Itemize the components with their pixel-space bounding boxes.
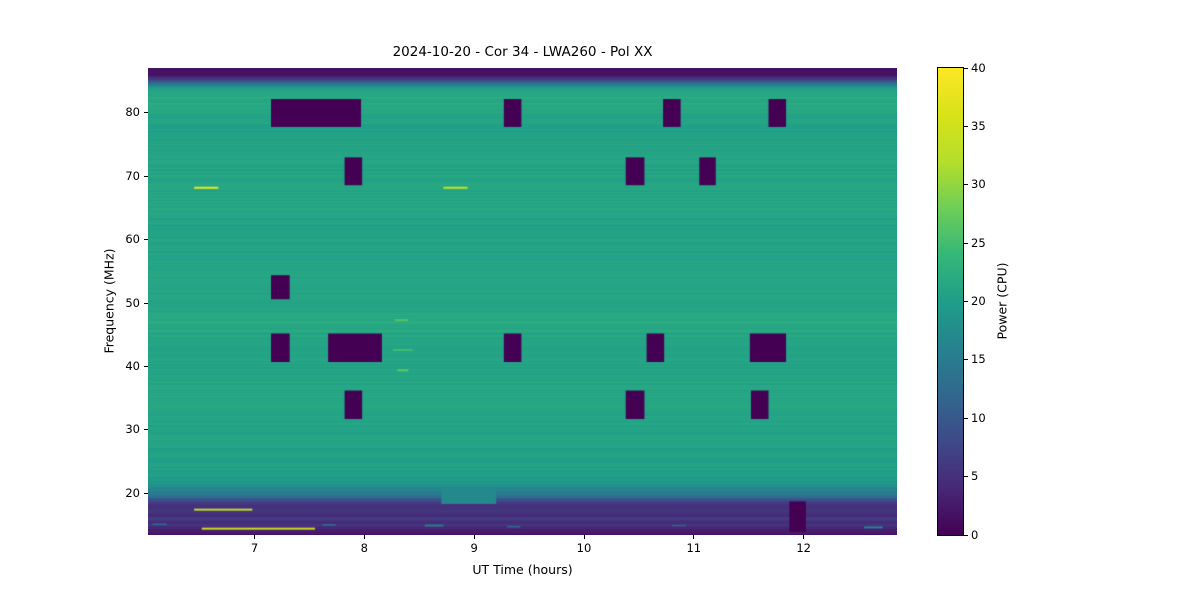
x-tick-mark: [254, 535, 256, 539]
y-tick-label: 50: [125, 295, 140, 310]
y-tick-label: 20: [125, 485, 140, 500]
colorbar-tick-mark: [964, 67, 968, 69]
x-tick-label: 9: [470, 541, 478, 555]
x-tick-mark: [363, 535, 365, 539]
y-tick-label: 60: [125, 232, 140, 247]
colorbar-tick-mark: [964, 184, 968, 186]
colorbar-tick-mark: [964, 125, 968, 127]
colorbar-tick-label: 35: [971, 118, 986, 133]
spectrogram-plot: [148, 68, 897, 535]
x-tick-label: 12: [796, 541, 811, 555]
y-tick-mark: [144, 239, 148, 241]
colorbar-tick-label: 40: [971, 60, 986, 75]
x-axis-label: UT Time (hours): [472, 562, 573, 577]
x-tick-mark: [583, 535, 585, 539]
colorbar-gradient: [938, 68, 963, 535]
colorbar-label: Power (CPU): [994, 262, 1010, 340]
x-tick-label: 7: [250, 541, 259, 555]
y-tick-mark: [144, 302, 148, 304]
y-tick-label: 30: [125, 422, 140, 437]
colorbar-tick-mark: [964, 359, 968, 361]
x-tick-label: 8: [360, 541, 368, 555]
x-tick-mark: [693, 535, 695, 539]
x-tick-label: 11: [686, 541, 702, 555]
colorbar-tick-label: 20: [971, 294, 986, 308]
y-tick-mark: [144, 365, 148, 367]
y-tick-label: 80: [125, 105, 140, 120]
colorbar-tick-label: 25: [971, 235, 986, 250]
colorbar-tick-mark: [964, 476, 968, 478]
y-tick-mark: [144, 112, 148, 114]
y-tick-mark: [144, 175, 148, 177]
plot-title: 2024-10-20 - Cor 34 - LWA260 - Pol XX: [392, 44, 653, 60]
x-tick-mark: [803, 535, 805, 539]
y-tick-label: 70: [125, 168, 140, 183]
colorbar-tick-label: 15: [971, 352, 986, 367]
x-tick-label: 10: [576, 541, 592, 555]
y-tick-mark: [144, 429, 148, 431]
colorbar-tick-label: 30: [971, 177, 986, 192]
colorbar-tick-mark: [964, 534, 968, 536]
spectrogram-heatmap: [148, 68, 897, 535]
colorbar-tick-label: 0: [971, 527, 979, 542]
colorbar-tick-mark: [964, 417, 968, 419]
x-tick-mark: [473, 535, 475, 539]
colorbar: [937, 67, 964, 536]
colorbar-tick-label: 10: [971, 410, 986, 425]
y-tick-mark: [144, 492, 148, 494]
colorbar-tick-label: 5: [971, 469, 979, 484]
colorbar-tick-mark: [964, 301, 968, 302]
colorbar-tick-mark: [964, 242, 968, 244]
y-tick-label: 40: [125, 358, 140, 373]
